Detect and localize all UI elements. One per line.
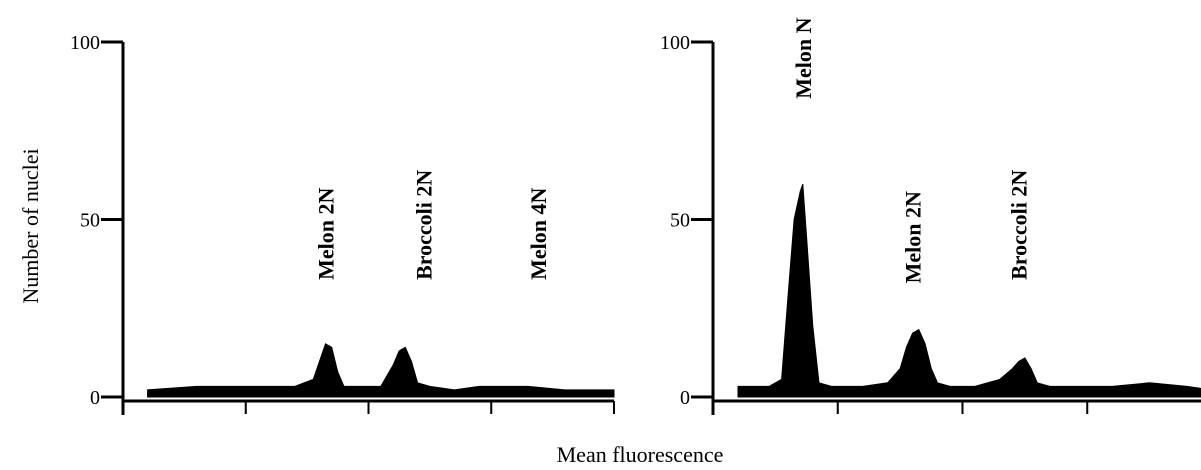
right-axes: 0 50 100 bbox=[660, 32, 1201, 415]
histogram-series-0 bbox=[737, 183, 1201, 398]
left-plot-area bbox=[147, 343, 615, 398]
left-annotations: Melon 2N Broccoli 2N Melon 4N bbox=[314, 170, 551, 280]
chart-left: 0 50 100 Melon 2N Broccoli 2N Melon 4N bbox=[70, 32, 615, 415]
y-tick-label: 50 bbox=[670, 210, 690, 232]
peak-label: Melon 4N bbox=[526, 188, 551, 280]
y-axis-label: Number of nuclei bbox=[18, 148, 43, 303]
y-tick-label: 50 bbox=[80, 210, 100, 232]
peak-label: Melon 2N bbox=[901, 191, 926, 283]
peak-label: Melon N bbox=[791, 17, 816, 98]
right-plot-area bbox=[737, 183, 1201, 398]
chart-right: 0 50 100 Melon N Melon 2N Broccoli 2N bbox=[660, 17, 1201, 415]
peak-label: Broccoli 2N bbox=[412, 170, 437, 280]
y-tick-label: 100 bbox=[70, 32, 100, 54]
y-tick-label: 0 bbox=[680, 387, 690, 409]
histogram-series-0 bbox=[147, 343, 615, 398]
peak-label: Broccoli 2N bbox=[1007, 170, 1032, 280]
right-annotations: Melon N Melon 2N Broccoli 2N bbox=[791, 17, 1032, 283]
left-axes: 0 50 100 bbox=[70, 32, 615, 415]
y-tick-label: 0 bbox=[90, 387, 100, 409]
y-tick-label: 100 bbox=[660, 32, 690, 54]
x-axis-label: Mean fluorescence bbox=[557, 442, 724, 467]
peak-label: Melon 2N bbox=[314, 188, 339, 280]
